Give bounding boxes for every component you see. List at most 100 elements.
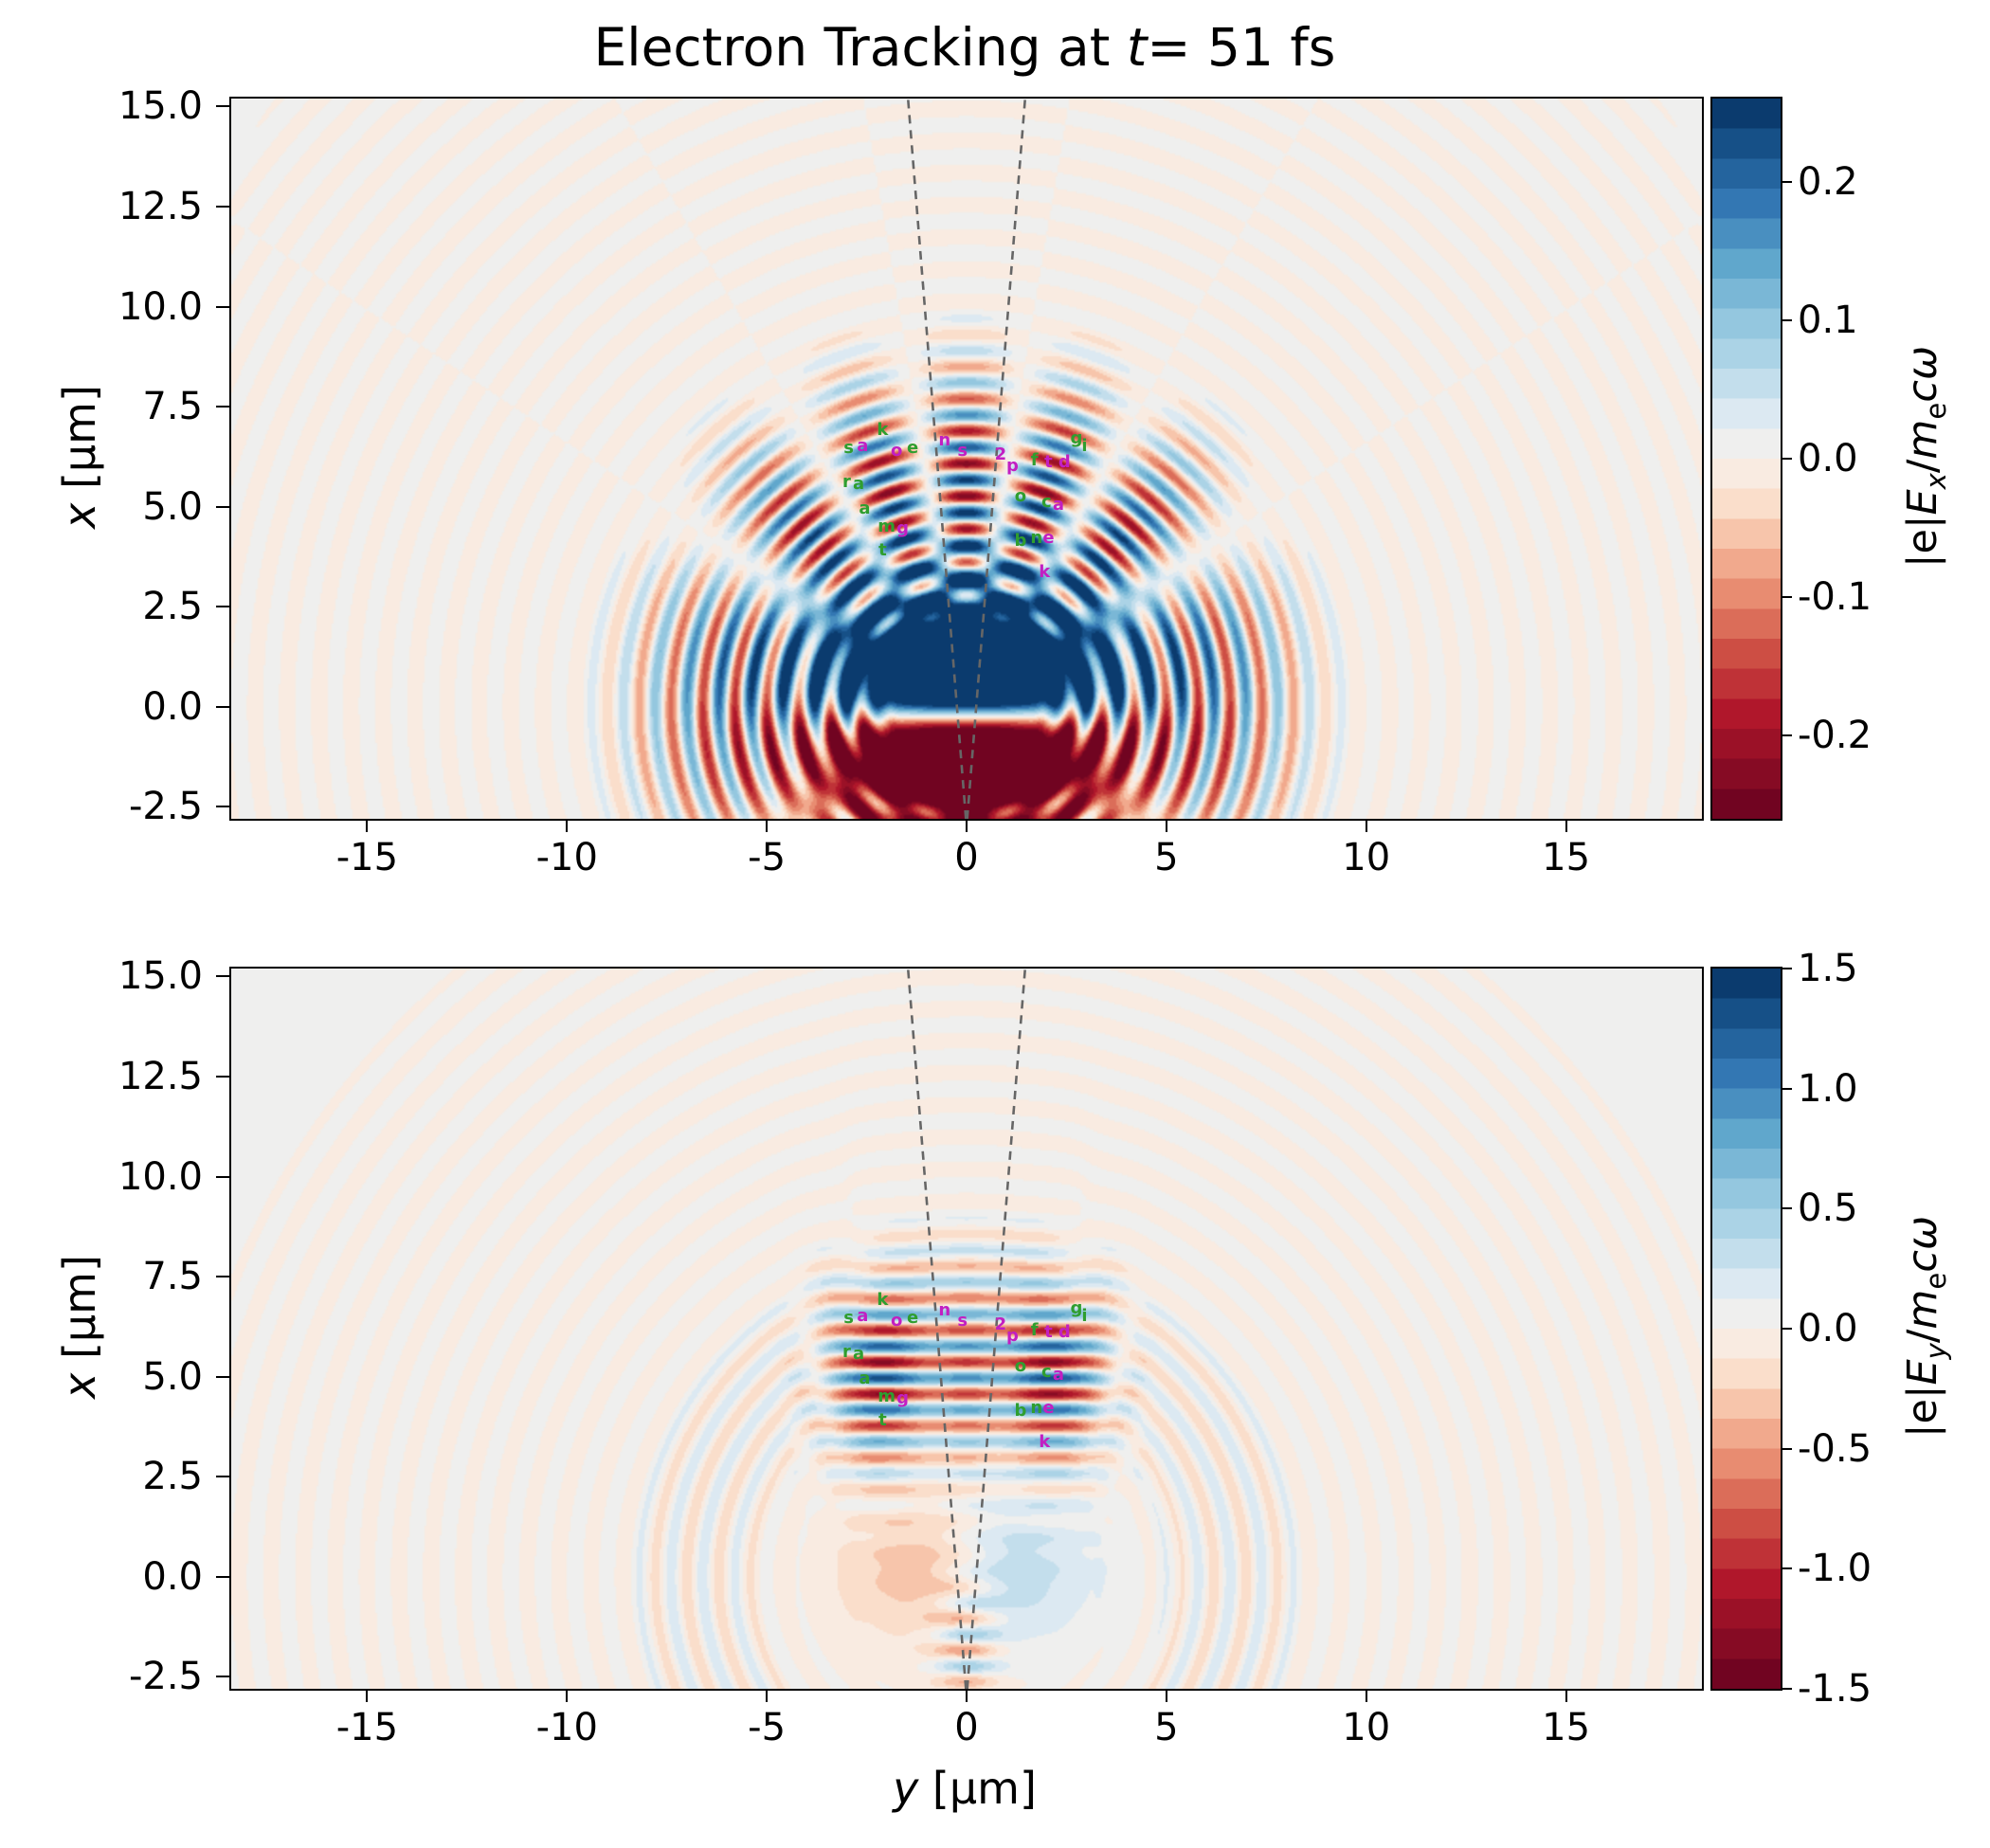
- y-tick-mark: [216, 975, 229, 978]
- tracked-electron-label: g: [1070, 427, 1083, 448]
- colorbar-tick-mark: [1781, 734, 1792, 737]
- x-tick-label: -5: [748, 836, 787, 879]
- tracked-electron-label: p: [1006, 1326, 1019, 1347]
- x-tick-label: 10: [1342, 1706, 1391, 1749]
- tracked-electron-label: a: [853, 1344, 865, 1365]
- tracked-electron-label: r: [842, 472, 851, 493]
- tracked-electron-label: 2: [994, 1314, 1007, 1334]
- tracked-electron-label: t: [878, 1410, 887, 1431]
- tracked-electron-label: g: [896, 517, 909, 538]
- y-tick-label: 15.0: [118, 954, 203, 999]
- y-tick-mark: [216, 1575, 229, 1578]
- x-tick-label: 0: [954, 1706, 979, 1749]
- tracked-electron-label: g: [896, 1387, 909, 1408]
- tracked-electron-label: b: [1014, 1400, 1027, 1421]
- y-tick-label: 0.0: [142, 1554, 203, 1599]
- colorbar-tick-label: 0.1: [1798, 298, 1858, 342]
- tracked-electron-label: r: [842, 1342, 851, 1363]
- tracked-electron-label: s: [957, 440, 968, 461]
- colorbar-tick-mark: [1781, 318, 1792, 321]
- y-tick-mark: [216, 105, 229, 108]
- colorbar-gradient: [1712, 969, 1781, 1689]
- text-part: ω: [1899, 346, 1947, 381]
- text-part: m: [1899, 419, 1947, 460]
- colorbar-tick-label: -1.5: [1798, 1667, 1872, 1711]
- y-axis-label-top: x [μm]: [54, 385, 105, 529]
- tracked-electron-label: 2: [994, 444, 1007, 464]
- tracked-electron-label: a: [859, 498, 871, 518]
- colorbar-ey-title: |e|Ey/mecω: [1899, 1216, 1952, 1438]
- tracked-electron-label: e: [906, 1308, 919, 1329]
- tracked-electron-label: k: [877, 1290, 889, 1311]
- colorbar-gradient: [1712, 99, 1781, 819]
- y-tick-mark: [216, 606, 229, 608]
- figure-title: Electron Tracking at t= 51 fs: [229, 19, 1700, 77]
- x-tick-mark: [1165, 1689, 1167, 1702]
- x-tick-label: 0: [954, 836, 979, 879]
- y-tick-label: -2.5: [128, 785, 203, 829]
- tracked-electron-label: a: [1052, 1364, 1065, 1385]
- x-tick-mark: [566, 819, 569, 832]
- ex-field-heatmap: [231, 99, 1702, 819]
- y-tick-label: 2.5: [142, 585, 203, 629]
- x-tick-mark: [1565, 1689, 1567, 1702]
- tracked-electron-label: i: [1081, 1306, 1088, 1327]
- colorbar-tick-label: 0.2: [1798, 159, 1858, 204]
- colorbar-tick-label: 1.5: [1798, 947, 1858, 990]
- x-tick-mark: [966, 1689, 968, 1702]
- colorbar-tick-label: -0.1: [1798, 575, 1872, 620]
- text-part: c: [1899, 1250, 1947, 1273]
- text-part: /: [1899, 459, 1947, 474]
- tracked-electron-label: i: [1081, 436, 1088, 457]
- ey-field-heatmap: [231, 969, 1702, 1689]
- text-part: m: [1899, 1289, 1947, 1330]
- text-part: = 51 fs: [1147, 17, 1336, 78]
- y-tick-mark: [216, 806, 229, 808]
- colorbar-tick-label: 0.0: [1798, 437, 1858, 480]
- x-tick-label: -10: [535, 1706, 598, 1749]
- x-tick-label: 15: [1542, 1706, 1591, 1749]
- y-tick-mark: [216, 1476, 229, 1478]
- tracked-electron-label: k: [1039, 1432, 1051, 1453]
- tracked-electron-label: o: [891, 1310, 903, 1331]
- tracked-electron-label: f: [1030, 1320, 1039, 1341]
- tracked-electron-label: c: [1041, 492, 1052, 513]
- y-tick-label: 7.5: [142, 1255, 203, 1299]
- colorbar-tick-label: -0.5: [1798, 1426, 1872, 1471]
- y-tick-mark: [216, 1375, 229, 1378]
- text-part: y: [893, 1763, 919, 1814]
- y-tick-label: 15.0: [118, 84, 203, 129]
- tracked-electron-label: e: [906, 438, 919, 459]
- x-tick-mark: [1565, 819, 1567, 832]
- tracked-electron-label: k: [1039, 562, 1051, 583]
- y-tick-label: 10.0: [118, 1154, 203, 1199]
- x-tick-mark: [1365, 1689, 1367, 1702]
- tracked-electron-label: s: [957, 1310, 968, 1331]
- colorbar-tick-label: 0.0: [1798, 1307, 1858, 1350]
- tracked-electron-label: m: [877, 1386, 896, 1406]
- x-tick-mark: [966, 819, 968, 832]
- tracked-electron-label: g: [1070, 1297, 1083, 1318]
- y-tick-label: 7.5: [142, 385, 203, 429]
- tracked-electron-label: t: [1044, 1322, 1053, 1343]
- tracked-electron-label: o: [1014, 486, 1027, 507]
- colorbar-tick-label: -1.0: [1798, 1547, 1872, 1591]
- colorbar-tick-mark: [1781, 1207, 1792, 1210]
- tracked-electron-label: o: [891, 440, 903, 461]
- y-tick-label: 12.5: [118, 185, 203, 228]
- y-tick-mark: [216, 505, 229, 508]
- text-part: [μm]: [918, 1763, 1037, 1814]
- y-tick-label: 12.5: [118, 1055, 203, 1098]
- tracked-electron-label: d: [1058, 452, 1071, 473]
- text-part: |e|: [1899, 1385, 1947, 1438]
- colorbar-tick-label: -0.2: [1798, 714, 1872, 758]
- text-part: y: [1919, 1343, 1952, 1360]
- y-tick-mark: [216, 206, 229, 208]
- tracked-electron-label: a: [859, 1368, 871, 1388]
- x-tick-label: -15: [335, 836, 399, 879]
- tracked-electron-label: d: [1058, 1322, 1071, 1343]
- y-tick-mark: [216, 1676, 229, 1678]
